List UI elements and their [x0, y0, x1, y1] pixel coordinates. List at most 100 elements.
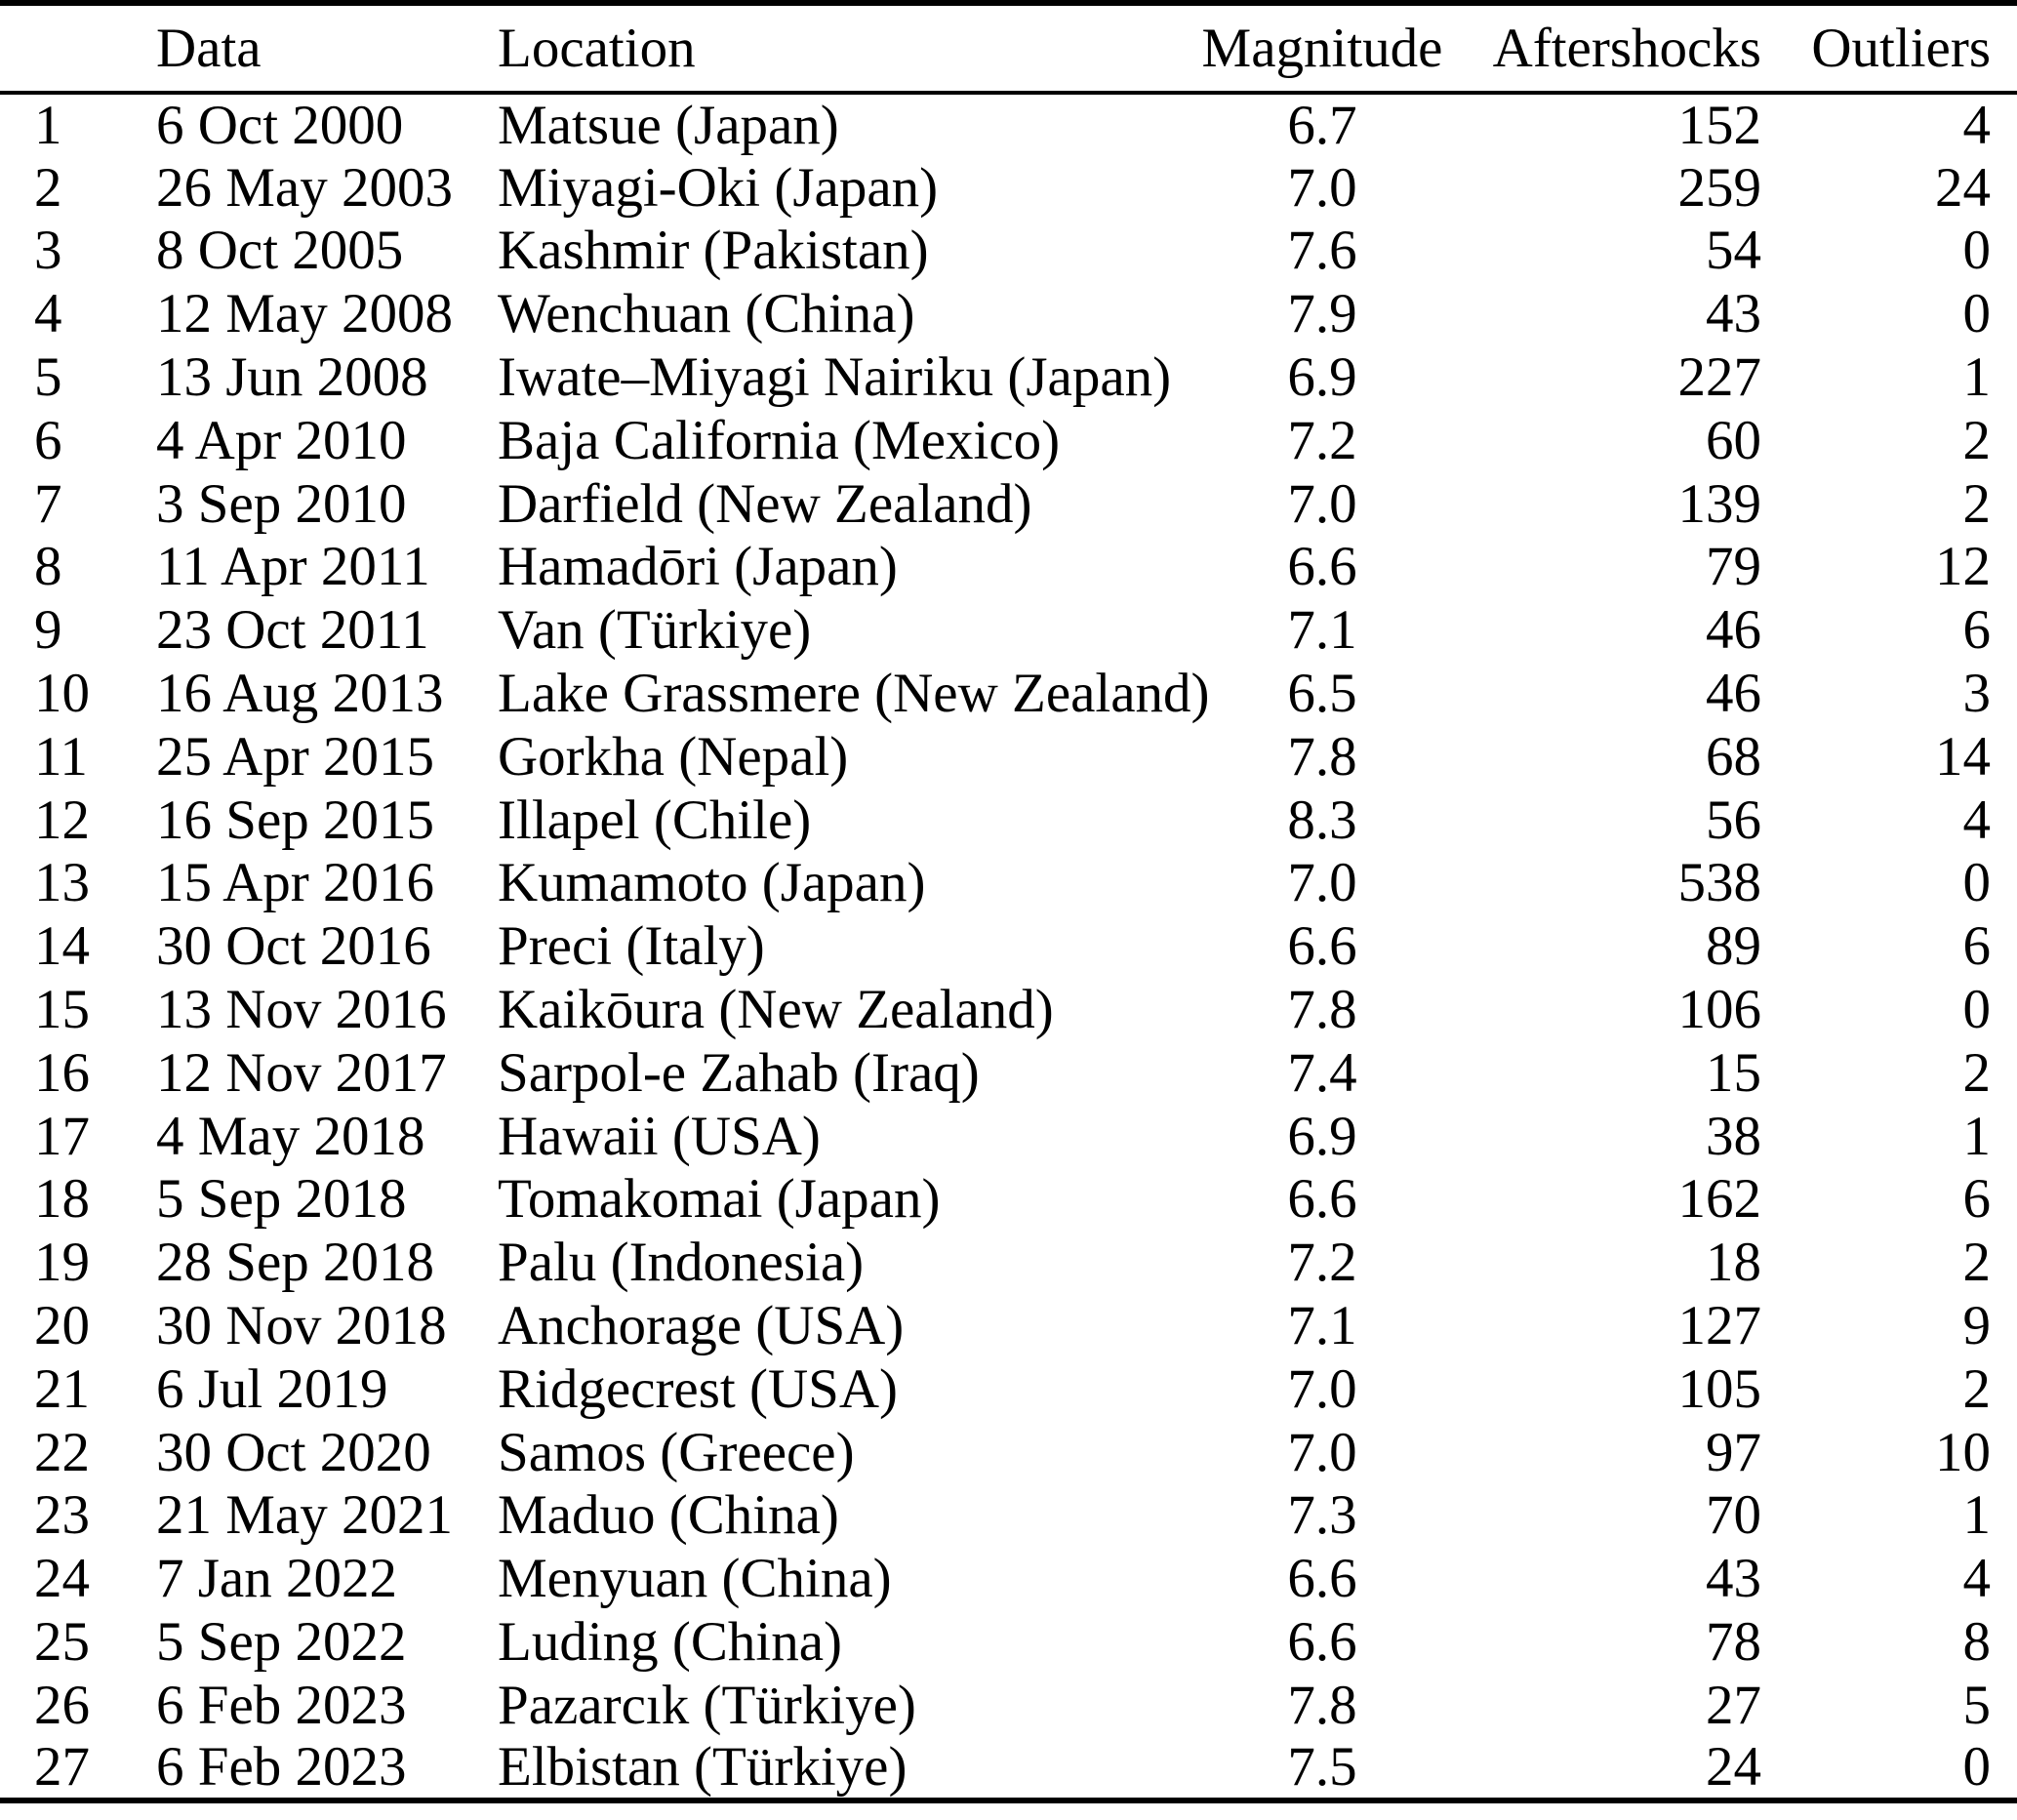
aftershocks-cell: 538: [1677, 852, 1762, 914]
row-index-cell: 11: [34, 725, 88, 788]
location-cell: Kumamoto (Japan): [498, 852, 926, 914]
outliers-cell: 6: [1962, 1168, 1992, 1231]
table-row: 19 28 Sep 2018 Palu (Indonesia) 7.2 18 2: [0, 1231, 2017, 1294]
location-cell: Samos (Greece): [498, 1421, 855, 1483]
row-index-cell: 22: [34, 1421, 90, 1483]
column-header-outliers: Outliers: [1811, 18, 1991, 79]
location-cell: Anchorage (USA): [498, 1295, 905, 1357]
magnitude-cell: 6.9: [1287, 346, 1357, 409]
magnitude-cell: 8.3: [1287, 789, 1357, 851]
table-row: 15 13 Nov 2016 Kaikōura (New Zealand) 7.8 10…: [0, 978, 2017, 1041]
aftershocks-cell: 38: [1706, 1105, 1761, 1167]
outliers-cell: 5: [1962, 1674, 1992, 1736]
location-cell: Miyagi-Oki (Japan): [498, 156, 939, 219]
aftershocks-cell: 56: [1706, 789, 1761, 851]
magnitude-cell: 7.1: [1287, 599, 1357, 662]
outliers-cell: 14: [1935, 725, 1991, 788]
table-header: Data Location Magnitude Aftershocks Outl…: [0, 3, 2017, 93]
table-row: 9 23 Oct 2011 Van (Türkiye) 7.1 46 6: [0, 598, 2017, 662]
magnitude-cell: 6.9: [1287, 1105, 1357, 1167]
outliers-cell: 4: [1962, 1548, 1992, 1610]
location-cell: Hamadōri (Japan): [498, 536, 898, 598]
aftershocks-cell: 79: [1706, 536, 1761, 598]
column-header-magnitude: Magnitude: [1201, 18, 1443, 79]
magnitude-cell: 7.0: [1287, 1421, 1357, 1483]
table-row: 24 7 Jan 2022 Menyuan (China) 6.6 43 4: [0, 1547, 2017, 1610]
table-row: 5 13 Jun 2008 Iwate–Miyagi Nairiku (Japan)…: [0, 345, 2017, 409]
aftershocks-cell: 60: [1706, 409, 1761, 471]
aftershocks-cell: 46: [1706, 599, 1761, 662]
row-index-cell: 19: [34, 1232, 90, 1294]
location-cell: Ridgecrest (USA): [498, 1357, 898, 1420]
outliers-cell: 4: [1962, 789, 1992, 851]
aftershocks-cell: 162: [1677, 1168, 1762, 1231]
date-cell: 23 Oct 2011: [156, 599, 429, 662]
table-row: 22 30 Oct 2020 Samos (Greece) 7.0 97 10: [0, 1421, 2017, 1484]
table-row: 17 4 May 2018 Hawaii (USA) 6.9 38 1: [0, 1105, 2017, 1168]
aftershocks-cell: 43: [1706, 283, 1761, 345]
table-row: 20 30 Nov 2018 Anchorage (USA) 7.1 127 9: [0, 1294, 2017, 1357]
location-cell: Darfield (New Zealand): [498, 472, 1032, 535]
table-row: 11 25 Apr 2015 Gorkha (Nepal) 7.8 68 14: [0, 725, 2017, 789]
date-cell: 4 May 2018: [156, 1105, 425, 1167]
aftershocks-cell: 259: [1677, 156, 1762, 219]
aftershocks-cell: 70: [1706, 1484, 1761, 1547]
row-index-cell: 16: [34, 1041, 90, 1104]
magnitude-cell: 7.0: [1287, 852, 1357, 914]
magnitude-cell: 6.6: [1287, 536, 1357, 598]
date-cell: 6 Oct 2000: [156, 94, 404, 156]
table-row: 13 15 Apr 2016 Kumamoto (Japan) 7.0 538 0: [0, 852, 2017, 915]
table-row: 10 16 Aug 2013 Lake Grassmere (New Zealand…: [0, 662, 2017, 725]
row-index-cell: 18: [34, 1168, 90, 1231]
location-cell: Maduo (China): [498, 1484, 839, 1547]
magnitude-cell: 6.5: [1287, 663, 1357, 725]
outliers-cell: 2: [1962, 1041, 1992, 1104]
magnitude-cell: 6.6: [1287, 915, 1357, 978]
aftershocks-cell: 27: [1706, 1674, 1761, 1736]
aftershocks-cell: 127: [1677, 1295, 1762, 1357]
date-cell: 6 Feb 2023: [156, 1736, 407, 1799]
row-index-cell: 24: [34, 1548, 90, 1610]
aftershocks-cell: 106: [1677, 979, 1762, 1041]
magnitude-cell: 7.6: [1287, 220, 1357, 282]
location-cell: Iwate–Miyagi Nairiku (Japan): [498, 346, 1172, 409]
aftershocks-cell: 97: [1706, 1421, 1761, 1483]
table-row: 12 16 Sep 2015 Illapel (Chile) 8.3 56 4: [0, 789, 2017, 852]
location-cell: Tomakomai (Japan): [498, 1168, 941, 1231]
row-index-cell: 1: [34, 94, 62, 156]
magnitude-cell: 7.0: [1287, 472, 1357, 535]
date-cell: 15 Apr 2016: [156, 852, 434, 914]
column-header-index: [0, 3, 122, 93]
table-row: 6 4 Apr 2010 Baja California (Mexico) 7.2 60…: [0, 409, 2017, 472]
date-cell: 4 Apr 2010: [156, 409, 407, 471]
row-index-cell: 21: [34, 1357, 90, 1420]
date-cell: 30 Oct 2020: [156, 1421, 431, 1483]
date-cell: 30 Nov 2018: [156, 1295, 447, 1357]
aftershocks-cell: 68: [1706, 725, 1761, 788]
outliers-cell: 2: [1962, 1357, 1992, 1420]
outliers-cell: 12: [1935, 536, 1991, 598]
date-cell: 6 Jul 2019: [156, 1357, 388, 1420]
table-row: 2 26 May 2003 Miyagi-Oki (Japan) 7.0 259 24: [0, 156, 2017, 220]
date-cell: 26 May 2003: [156, 156, 453, 219]
row-index-cell: 5: [34, 346, 62, 409]
row-index-cell: 4: [34, 283, 62, 345]
magnitude-cell: 7.1: [1287, 1295, 1357, 1357]
row-index-cell: 7: [34, 472, 62, 535]
outliers-cell: 1: [1962, 1484, 1992, 1547]
outliers-cell: 0: [1962, 220, 1992, 282]
magnitude-cell: 7.2: [1287, 1232, 1357, 1294]
date-cell: 7 Jan 2022: [156, 1548, 397, 1610]
outliers-cell: 1: [1962, 1105, 1992, 1167]
date-cell: 3 Sep 2010: [156, 472, 407, 535]
column-header-data: Data: [156, 18, 262, 79]
outliers-cell: 0: [1962, 283, 1992, 345]
magnitude-cell: 7.0: [1287, 1357, 1357, 1420]
location-cell: Luding (China): [498, 1611, 843, 1674]
row-index-cell: 2: [34, 156, 62, 219]
outliers-cell: 24: [1935, 156, 1991, 219]
date-cell: 16 Sep 2015: [156, 789, 434, 851]
location-cell: Gorkha (Nepal): [498, 725, 849, 788]
outliers-cell: 2: [1962, 1232, 1992, 1294]
